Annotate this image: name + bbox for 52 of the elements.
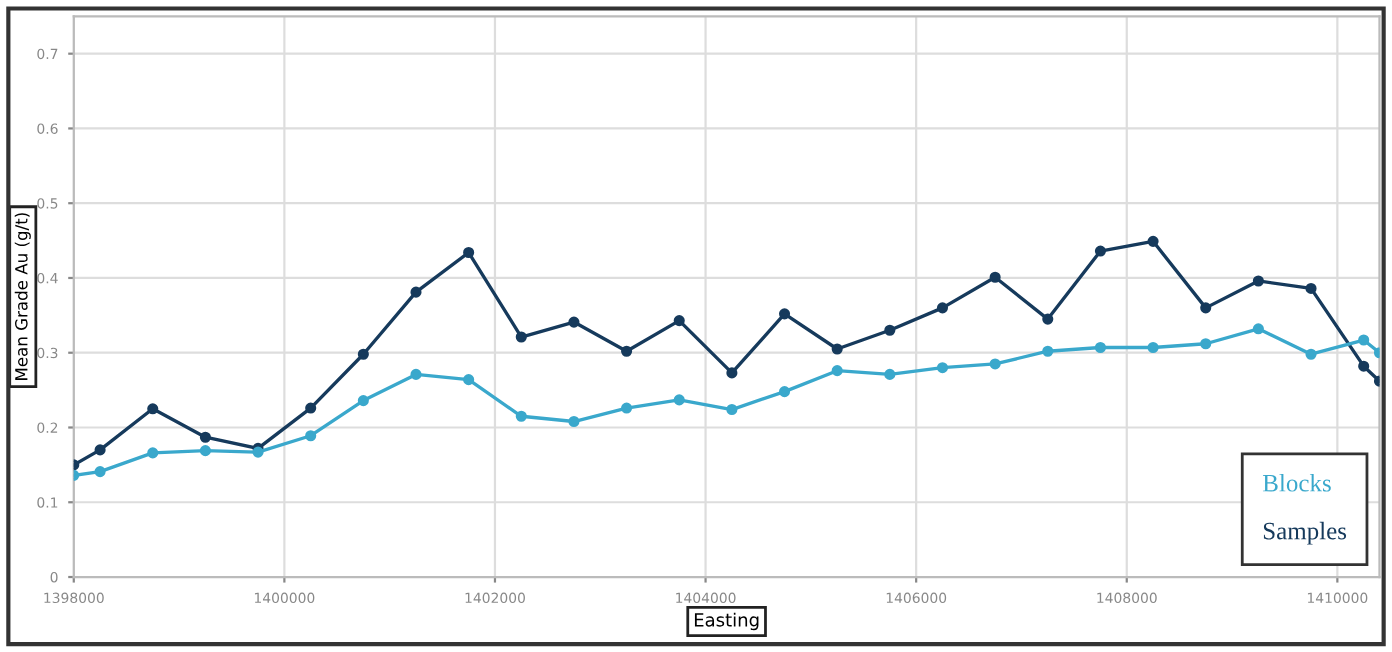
point	[1042, 313, 1054, 325]
point	[1305, 282, 1317, 294]
point	[1094, 245, 1106, 257]
point	[726, 367, 738, 379]
point	[147, 447, 159, 459]
point	[778, 386, 791, 398]
point	[1252, 275, 1264, 287]
point	[94, 444, 106, 456]
x-axis-title: Easting	[694, 612, 759, 631]
point	[1094, 341, 1106, 354]
point	[305, 402, 317, 414]
point	[199, 445, 211, 457]
point	[1200, 302, 1212, 314]
point	[1200, 338, 1212, 350]
point	[673, 394, 685, 406]
point	[726, 404, 738, 416]
point	[1358, 334, 1370, 346]
point	[568, 316, 580, 328]
point	[884, 324, 896, 336]
point	[410, 368, 422, 380]
y-axis-title: Mean Grade Au (g/t)	[14, 213, 31, 380]
point	[305, 430, 317, 442]
point	[884, 368, 896, 380]
point	[1147, 341, 1159, 354]
point	[936, 302, 949, 314]
point	[463, 246, 475, 259]
point	[357, 395, 369, 407]
text: Blocks	[1262, 474, 1331, 492]
point	[410, 286, 422, 298]
point	[568, 415, 580, 428]
text: Samples	[1263, 521, 1347, 545]
point	[1042, 345, 1054, 357]
point	[1252, 323, 1264, 335]
point	[94, 466, 106, 478]
point	[515, 331, 527, 343]
point	[831, 365, 843, 377]
point	[1358, 360, 1370, 372]
point	[515, 410, 527, 422]
point	[357, 348, 369, 360]
point	[1147, 235, 1159, 247]
point	[989, 271, 1001, 283]
point	[199, 431, 211, 443]
point	[463, 374, 475, 386]
point	[989, 358, 1001, 370]
point	[1305, 348, 1317, 360]
point	[147, 403, 159, 415]
point	[831, 343, 843, 355]
point	[778, 308, 791, 320]
point	[673, 315, 685, 327]
point	[621, 402, 633, 414]
point	[936, 362, 949, 374]
point	[621, 345, 633, 357]
